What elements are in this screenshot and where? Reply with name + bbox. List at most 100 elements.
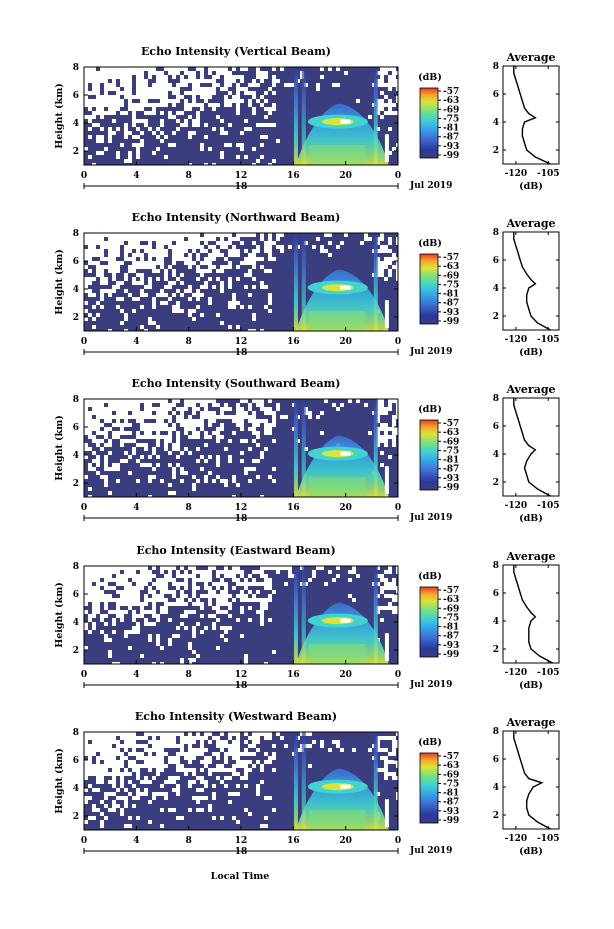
colorbar-tick-label: -93 (443, 474, 459, 484)
x-tick-label: 8 (186, 503, 192, 513)
colorbar-tick-label: -63 (443, 761, 459, 771)
profile-point (551, 662, 554, 664)
colorbar-tick-label: -75 (443, 779, 459, 789)
profile-y-tick-label: 6 (493, 90, 499, 100)
colorbar-tick-label: -81 (443, 290, 459, 300)
profile-title: Average (505, 716, 555, 729)
profile-point (513, 231, 515, 233)
profile-point (521, 135, 524, 137)
panel-3: Echo Intensity (Southward Beam) 2 4 6 8 Heigh… (54, 377, 560, 524)
profile-point (521, 599, 524, 601)
profile-point (528, 634, 530, 636)
profile-x-tick-label: -105 (537, 834, 560, 844)
profile-point (513, 571, 515, 573)
x-tick-label: 8 (186, 836, 192, 846)
profile-point (521, 765, 524, 767)
colorbar-tick-label: -99 (443, 317, 459, 327)
panel-title: Echo Intensity (Vertical Beam) (141, 45, 331, 58)
profile-point (519, 425, 521, 427)
profile-point (530, 315, 532, 317)
profile-title: Average (505, 550, 555, 563)
x-tick-label: 12 (235, 670, 248, 680)
panel-title: Echo Intensity (Westward Beam) (135, 710, 337, 723)
profile-y-tick-label: 8 (493, 62, 499, 72)
x-tick-label: 0 (395, 337, 401, 347)
profile-point (523, 142, 526, 144)
profile-point (528, 445, 530, 447)
profile-point (515, 79, 517, 81)
x-tick-label: 12 (235, 503, 248, 513)
y-tick-label: 6 (73, 91, 79, 101)
profile-y-tick-label: 4 (493, 284, 499, 294)
profile-x-label: (dB) (519, 680, 543, 691)
day-label: 18 (235, 182, 248, 192)
x-tick-label: 8 (186, 171, 192, 181)
profile-x-label: (dB) (519, 347, 543, 358)
profile-point (528, 814, 530, 816)
profile-point (519, 259, 521, 261)
colorbar-tick-label: -63 (443, 595, 459, 605)
profile-point (513, 564, 515, 566)
profile-point (549, 828, 552, 830)
profile-point (528, 778, 530, 780)
x-tick-label: 0 (81, 503, 87, 513)
x-tick-label: 16 (287, 337, 300, 347)
profile-line (513, 232, 551, 331)
profile-point (515, 411, 517, 413)
profile-point (523, 107, 526, 109)
y-tick-label: 2 (73, 313, 79, 323)
colorbar (419, 253, 439, 325)
x-tick-label: 20 (339, 171, 352, 181)
echo-plume (293, 732, 389, 830)
profile-point (549, 495, 552, 497)
y-tick-label: 2 (73, 646, 79, 656)
profile-point (517, 86, 519, 88)
profile-point (536, 488, 539, 490)
profile-y-tick-label: 2 (493, 645, 499, 655)
x-tick-label: 16 (287, 171, 300, 181)
profile-point (528, 641, 530, 643)
colorbar-tick-label: -81 (443, 124, 459, 134)
colorbar-tick-label: -99 (443, 816, 459, 826)
y-tick-label: 6 (73, 423, 79, 433)
profile-y-tick-label: 6 (493, 589, 499, 599)
profile-x-tick-label: -105 (537, 169, 560, 179)
profile-point (539, 655, 541, 657)
day-label: 18 (235, 847, 248, 857)
colorbar-tick-label: -81 (443, 623, 459, 633)
profile-y-tick-label: 8 (493, 228, 499, 238)
colorbar-tick-label: -93 (443, 308, 459, 318)
profile-line (513, 66, 551, 165)
profile-point (523, 121, 526, 123)
x-tick-label: 4 (133, 337, 139, 347)
y-tick-label: 8 (73, 229, 79, 239)
profile-title: Average (505, 51, 555, 64)
colorbar-tick-label: -69 (443, 770, 459, 780)
profile-point (528, 627, 530, 629)
x-tick-label: 0 (395, 503, 401, 513)
day-label: 18 (235, 681, 248, 691)
colorbar-tick-label: -57 (443, 87, 459, 97)
no-data-cells (84, 399, 400, 499)
day-label: 18 (235, 348, 248, 358)
profile-point (515, 744, 517, 746)
profile-point (523, 439, 526, 441)
date-label: Jul 2019 (409, 680, 452, 690)
panel-2: Echo Intensity (Northward Beam) 2 4 6 8 Heigh… (54, 211, 560, 358)
profile-line (513, 398, 551, 497)
profile-point (515, 245, 517, 247)
profile-point (526, 474, 528, 476)
no-data-cells (84, 566, 400, 666)
x-tick-label: 12 (235, 836, 248, 846)
y-axis-label: Height (km) (54, 582, 65, 648)
y-tick-label: 6 (73, 257, 79, 267)
profile-x-label: (dB) (519, 846, 543, 857)
profile-y-tick-label: 2 (493, 478, 499, 488)
profile-frame (502, 65, 560, 165)
echo-plume (293, 233, 389, 331)
colorbar (419, 419, 439, 491)
no-data-cells (84, 732, 400, 828)
colorbar-tick-label: -69 (443, 437, 459, 447)
profile-x-label: (dB) (519, 181, 543, 192)
profile-point (526, 606, 528, 608)
